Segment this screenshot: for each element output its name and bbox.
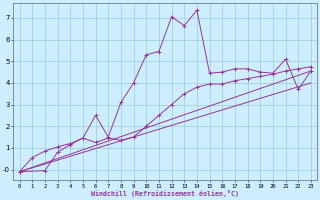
X-axis label: Windchill (Refroidissement éolien,°C): Windchill (Refroidissement éolien,°C) bbox=[91, 190, 239, 197]
